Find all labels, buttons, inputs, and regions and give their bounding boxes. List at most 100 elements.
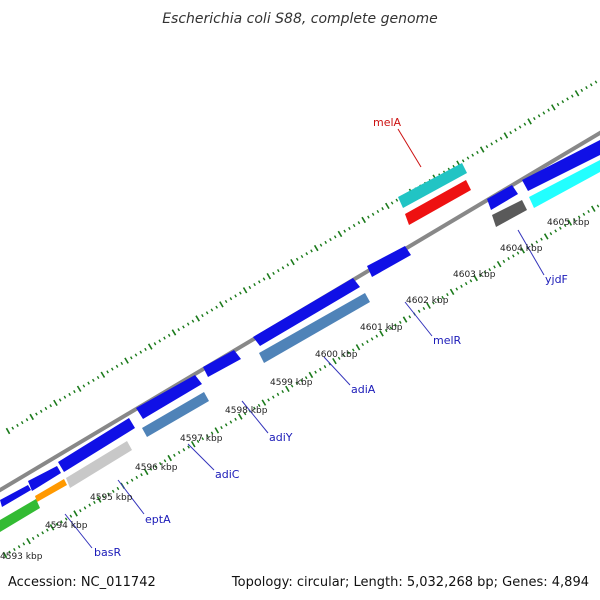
feature-blue-3[interactable] [58, 418, 135, 472]
tick-mark [479, 146, 485, 153]
tick-mark [570, 94, 574, 98]
tick-mark [63, 395, 67, 399]
feature-blue-8[interactable] [487, 185, 518, 210]
kbp-label: 4603 kbp [453, 270, 496, 280]
tick-mark [332, 357, 337, 365]
tick-mark [542, 111, 546, 115]
tick-mark [126, 481, 129, 485]
gene-label-yjdF[interactable]: yjdF [545, 273, 568, 286]
gene-label-melR[interactable]: melR [433, 334, 462, 347]
tick-mark [220, 426, 223, 430]
tick-mark [540, 237, 543, 241]
tick-mark [60, 520, 63, 524]
tick-mark [300, 378, 303, 383]
tick-mark [461, 159, 465, 163]
tick-mark [219, 301, 224, 308]
tick-mark [361, 342, 365, 347]
tick-mark [376, 209, 380, 214]
tick-mark [490, 142, 494, 146]
tick-mark [36, 534, 40, 538]
connector-eptA [117, 479, 145, 515]
tick-mark [285, 385, 290, 393]
tick-mark [124, 357, 129, 364]
tick-mark [385, 202, 390, 210]
tick-mark [93, 500, 96, 504]
feature-blue-6[interactable] [253, 278, 360, 346]
tick-mark [518, 125, 522, 129]
tick-mark [16, 423, 19, 427]
tick-mark [493, 265, 496, 269]
tick-mark [478, 273, 482, 277]
tick-mark [41, 531, 44, 535]
gene-label-basR[interactable]: basR [94, 546, 121, 559]
tick-mark [110, 367, 114, 371]
tick-mark [135, 475, 139, 480]
tick-mark [49, 404, 53, 408]
feature-adiC[interactable] [142, 392, 209, 437]
tick-mark [446, 293, 449, 297]
tick-mark [134, 353, 138, 357]
tick-mark [348, 226, 351, 230]
feature-adiA[interactable] [259, 293, 370, 363]
feature-cyan[interactable] [529, 160, 600, 208]
tick-mark [516, 251, 520, 255]
feature-yjdF[interactable] [492, 200, 527, 227]
tick-mark [337, 230, 343, 238]
feature-blue-2[interactable] [28, 466, 61, 491]
tick-mark [577, 215, 581, 219]
tick-mark [173, 453, 176, 457]
feature-blue-5[interactable] [203, 350, 241, 377]
tick-mark [323, 365, 327, 369]
tick-mark [466, 156, 470, 160]
tick-mark [257, 403, 261, 407]
tick-mark [195, 315, 200, 322]
tick-mark [44, 406, 48, 411]
gene-label-eptA[interactable]: eptA [145, 513, 171, 526]
tick-mark [589, 83, 593, 87]
tick-mark [102, 495, 106, 499]
feature-blue-1[interactable] [0, 485, 31, 507]
tick-mark [295, 381, 299, 385]
feature-blue-9[interactable] [522, 140, 600, 191]
tick-mark [8, 550, 12, 554]
tick-mark [573, 218, 576, 222]
tick-mark [190, 440, 196, 448]
feature-blue-4[interactable] [136, 375, 202, 419]
tick-mark [276, 269, 280, 273]
tick-mark [469, 279, 473, 283]
tick-mark [76, 385, 82, 392]
tick-mark [242, 287, 248, 294]
gene-label-adiC[interactable]: adiC [215, 468, 240, 481]
tick-mark [290, 258, 295, 266]
tick-mark [476, 150, 479, 154]
tick-mark [537, 114, 541, 118]
connector-melR [404, 301, 433, 337]
gene-labels: basR eptA adiC adiY adiA melR yjdF melA [94, 116, 568, 559]
feature-basR[interactable] [0, 499, 40, 532]
tick-mark [556, 102, 560, 107]
tick-mark [92, 378, 95, 382]
tick-mark [431, 301, 435, 305]
gene-label-melA[interactable]: melA [373, 116, 402, 129]
feature-eptA[interactable] [66, 441, 132, 488]
connector-yjdF [517, 229, 545, 276]
tick-mark [351, 348, 355, 352]
feature-orange[interactable] [35, 479, 67, 502]
gene-label-adiY[interactable]: adiY [269, 431, 293, 444]
kbp-label: 4595 kbp [90, 493, 133, 503]
tick-mark [149, 467, 153, 471]
tick-mark [436, 298, 440, 302]
tick-mark [549, 232, 553, 236]
tick-mark [370, 337, 374, 341]
feature-red[interactable] [405, 180, 471, 225]
tick-mark [35, 412, 38, 416]
tick-mark [29, 413, 34, 421]
gene-label-adiA[interactable]: adiA [351, 383, 376, 396]
feature-melA[interactable] [398, 163, 467, 208]
feature-blue-7[interactable] [367, 246, 411, 277]
tick-mark [229, 297, 233, 301]
tick-mark [402, 316, 408, 323]
tick-mark [473, 274, 478, 282]
tick-mark [182, 325, 185, 329]
label-connectors [64, 128, 545, 549]
